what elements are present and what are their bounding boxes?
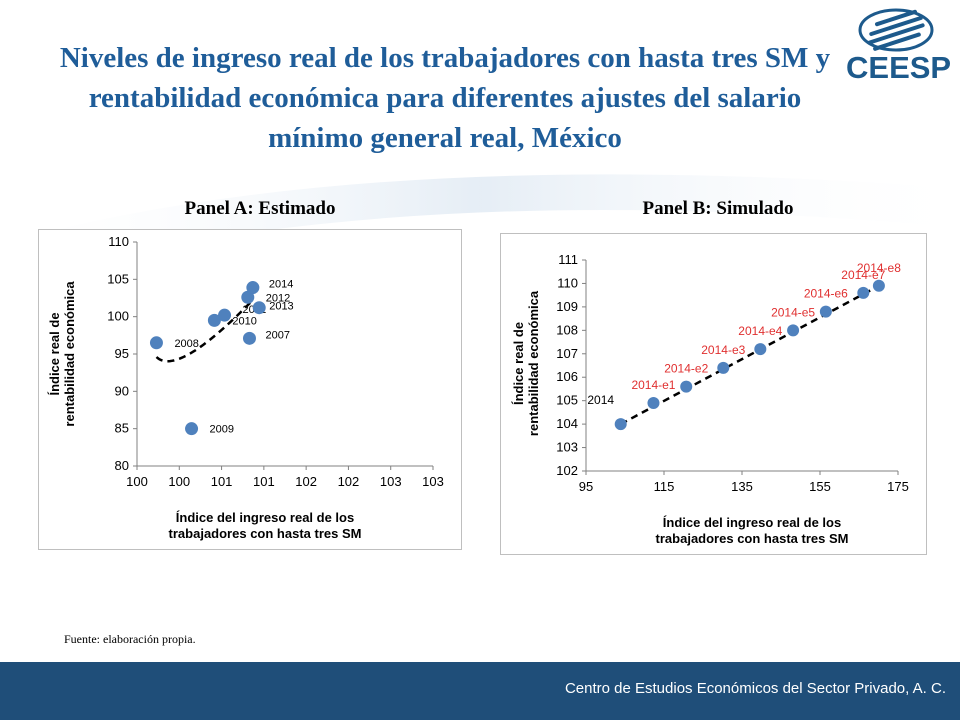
panel-a-point-label: 2010 [232,315,256,327]
panel-a-x-tick-label: 103 [422,474,444,489]
panel-a-title: Panel A: Estimado [184,198,336,219]
panel-a-chart: 80 85 90 95 100 105 110 100 100 101 101 102 102 103 10… [38,229,462,550]
panel-b-y-tick-label: 107 [556,346,578,361]
panel-b-y-tick-label: 109 [556,299,578,314]
panel-b-point [754,343,767,356]
panel-a-point [185,422,199,436]
panel-a-y-tick-label: 100 [107,309,129,324]
panel-b-point-label: 2014-e2 [664,362,708,376]
panel-a-x-tick-label: 102 [338,474,360,489]
panel-a-x-tick-label: 102 [295,474,317,489]
panel-a-point [207,313,221,327]
panel-b-point-label: 2014-e5 [771,305,815,319]
panel-b-trendline [620,284,880,426]
panel-b-point [857,286,870,299]
panel-b-chart: 102 103 104 105 106 107 108 109 110 111 95 115 135 15… [500,233,927,555]
panel-a-point-label: 2009 [210,424,234,436]
source-note: Fuente: elaboración propia. [64,632,196,646]
panel-a-point [218,308,232,322]
panel-a-point-label: 2007 [265,329,289,341]
panel-b-y-tick-label: 102 [556,463,578,478]
panel-b-point [680,380,693,393]
panel-a-y-tick-label: 80 [115,458,129,473]
logo-emblem-icon [858,8,934,52]
panel-a-point [246,281,260,295]
panel-b-y-tick-label: 106 [556,369,578,384]
ceesp-logo: CEESP [846,6,952,92]
panel-a-x-axis-title: Índice del ingreso real de los trabajador… [169,510,362,541]
panel-a-point [241,290,255,304]
panel-b-y-tick-label: 105 [556,393,578,408]
panel-a-y-tick-label: 90 [115,383,129,398]
footer-text: Centro de Estudios Económicos del Sector… [564,680,946,697]
panel-a-point-label: 2013 [269,301,293,313]
panel-b-point-label: 2014 [587,393,614,407]
panel-a-y-tick-label: 95 [115,346,129,361]
panel-b-y-tick-label: 110 [557,275,578,290]
panel-b-point-label: 2014-e6 [804,287,848,301]
panel-b-y-tick-label: 104 [556,416,578,431]
panel-b-point-label: 2014-e4 [738,324,782,338]
panel-b-x-tick-label: 135 [731,479,753,494]
panel-b-point [819,305,832,318]
panel-a-x-tick-label: 100 [168,474,190,489]
panel-b-point [614,418,627,431]
panel-b-point-label: 2014-e7 [841,268,885,282]
panel-b-point [717,361,730,374]
panel-b-point-label: 2014-e1 [631,378,675,392]
panel-a-point-label: 2014 [269,279,293,291]
panel-a-x-tick-label: 101 [253,474,275,489]
panel-b-x-tick-label: 175 [887,479,909,494]
panel-b-x-tick-label: 95 [579,479,593,494]
panel-a-y-tick-label: 85 [115,421,129,436]
panel-a-point-label: 2008 [174,338,198,350]
panel-a-point [252,301,266,315]
panel-b-point-label: 2014-e3 [701,343,745,357]
panel-b-title: Panel B: Simulado [642,198,794,219]
panel-a-x-tick-label: 103 [380,474,402,489]
panel-a-point [149,336,163,350]
panel-b-y-tick-label: 111 [558,252,578,267]
panel-b-svg: 102 103 104 105 106 107 108 109 110 111 95 115 135 15… [511,252,909,546]
panel-b-point [787,324,800,337]
panel-a-y-tick-label: 105 [107,271,129,286]
page-title: Niveles de ingreso real de los trabajado… [59,42,831,154]
panel-a-x-tick-label: 100 [126,474,148,489]
panel-b-y-axis-title: Índice real derentabilidad económica [511,290,541,436]
panel-a-trendline [155,300,253,363]
panel-b-x-axis-title: Índice del ingreso real de los trabajador… [656,515,849,546]
panel-a-point [242,331,256,345]
panel-a-y-axis-title: Índice real derentabilidad económica [47,281,77,427]
panel-b-y-tick-label: 103 [556,440,578,455]
logo-text: CEESP [846,50,952,85]
panel-b-point [647,397,660,410]
panel-a-point-label: 2012 [266,292,290,304]
panel-b-x-tick-label: 115 [654,479,675,494]
panel-a-svg: 80 85 90 95 100 105 110 100 100 101 101 102 102 103 10… [47,234,444,541]
panel-b-x-tick-label: 155 [809,479,831,494]
panel-b-point-label: 2014-e8 [857,261,901,275]
panel-a-y-tick-label: 110 [108,234,129,249]
panel-b-y-tick-label: 108 [556,322,578,337]
panel-b-point [872,279,885,292]
panel-a-x-tick-label: 101 [211,474,233,489]
footer-bar: Centro de Estudios Económicos del Sector… [0,662,960,720]
